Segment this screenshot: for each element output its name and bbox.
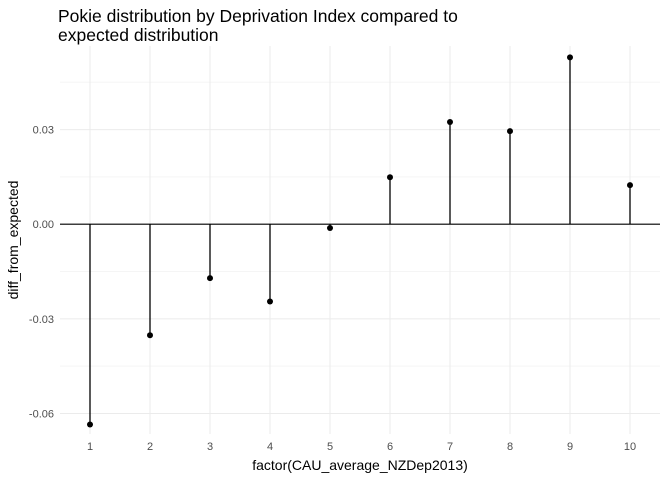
point-4 xyxy=(267,298,273,305)
y-tick-label: -0.06 xyxy=(29,408,54,420)
point-7 xyxy=(447,119,453,126)
x-tick-label: 4 xyxy=(267,441,273,453)
stems xyxy=(89,57,631,425)
point-3 xyxy=(207,275,213,282)
point-9 xyxy=(567,54,573,61)
point-8 xyxy=(507,128,513,135)
x-axis-title: factor(CAU_average_NZDep2013) xyxy=(252,457,468,473)
x-tick-label: 8 xyxy=(507,441,513,453)
x-tick-label: 7 xyxy=(447,441,453,453)
y-tick-label: 0.03 xyxy=(33,125,54,137)
x-tick-labels: 1 2 3 4 5 6 7 8 9 10 xyxy=(87,441,636,453)
point-5 xyxy=(327,225,333,232)
grid-minor xyxy=(60,81,660,367)
y-tick-labels: -0.06 -0.03 0.00 0.03 xyxy=(29,125,54,421)
x-tick-label: 2 xyxy=(147,441,153,453)
chart-title-line-1: Pokie distribution by Deprivation Index … xyxy=(58,6,458,26)
x-tick-label: 3 xyxy=(207,441,213,453)
points xyxy=(87,54,633,428)
x-tick-label: 6 xyxy=(387,441,393,453)
chart-title-line-2: expected distribution xyxy=(58,25,219,45)
y-tick-label: -0.03 xyxy=(29,314,54,326)
x-tick-label: 10 xyxy=(624,441,636,453)
point-1 xyxy=(87,421,93,428)
point-10 xyxy=(627,182,633,189)
x-tick-label: 1 xyxy=(87,441,93,453)
point-6 xyxy=(387,174,393,181)
y-axis-title: diff_from_expected xyxy=(5,181,21,300)
y-tick-label: 0.00 xyxy=(33,219,54,231)
x-tick-label: 9 xyxy=(567,441,573,453)
x-tick-label: 5 xyxy=(327,441,333,453)
point-2 xyxy=(147,332,153,339)
